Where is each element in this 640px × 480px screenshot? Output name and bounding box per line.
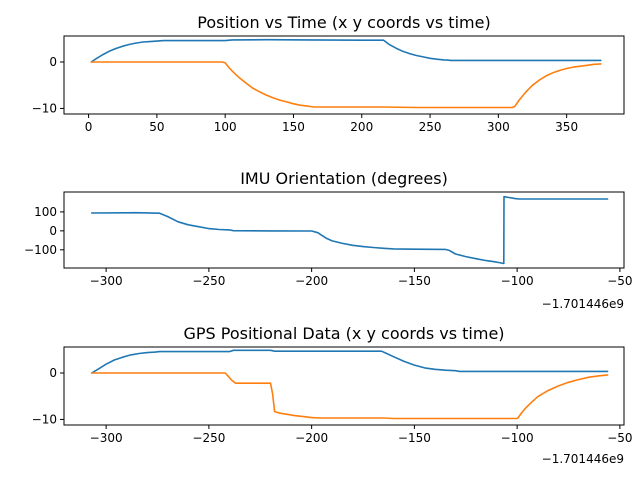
- y-tick-label: −10: [32, 101, 57, 115]
- y-tick-label: 0: [49, 55, 57, 69]
- x-tick-label: −100: [501, 274, 534, 288]
- chart-title: Position vs Time (x y coords vs time): [197, 13, 490, 32]
- x-tick-label: 300: [487, 120, 510, 134]
- chart-title: IMU Orientation (degrees): [240, 169, 448, 188]
- x-tick-label: 150: [282, 120, 305, 134]
- y-tick-label: 100: [34, 205, 57, 219]
- x-tick-label: −150: [398, 274, 431, 288]
- x-tick-label: 0: [85, 120, 93, 134]
- series-0-line: [90, 38, 602, 63]
- x-tick-label: 50: [149, 120, 164, 134]
- x-tick-label: −200: [295, 431, 328, 445]
- x-offset-label: −1.701446e9: [542, 452, 624, 466]
- plot-area-frame: [63, 35, 625, 115]
- gps-positional-data-chart: GPS Positional Data (x y coords vs time)…: [32, 324, 633, 466]
- series-1-line: [90, 61, 602, 109]
- x-offset-label: −1.701446e9: [542, 297, 624, 311]
- x-tick-label: 100: [214, 120, 237, 134]
- plot-area-frame: [63, 191, 625, 269]
- position-vs-time-chart: Position vs Time (x y coords vs time) 0 5…: [32, 13, 625, 134]
- x-tick-label: −100: [501, 431, 534, 445]
- imu-orientation-chart: IMU Orientation (degrees) −1.701446e9 −3…: [24, 169, 633, 311]
- y-tick-label: −100: [24, 243, 57, 257]
- x-tick-label: −200: [295, 274, 328, 288]
- chart-title: GPS Positional Data (x y coords vs time): [183, 324, 504, 343]
- x-tick-label: 350: [555, 120, 578, 134]
- x-tick-label: −250: [192, 431, 225, 445]
- series-0-line: [90, 195, 609, 265]
- x-tick-label: −150: [398, 431, 431, 445]
- x-tick-label: −50: [607, 274, 632, 288]
- y-tick-label: −10: [32, 412, 57, 426]
- x-tick-label: 200: [350, 120, 373, 134]
- y-tick-label: 0: [49, 366, 57, 380]
- x-tick-label: 250: [419, 120, 442, 134]
- x-tick-label: −300: [90, 274, 123, 288]
- series-1-line: [90, 372, 609, 420]
- plot-area-frame: [63, 346, 625, 426]
- x-tick-label: −50: [607, 431, 632, 445]
- y-tick-label: 0: [49, 224, 57, 238]
- x-tick-label: −300: [90, 431, 123, 445]
- x-tick-label: −250: [192, 274, 225, 288]
- series-0-line: [90, 349, 609, 374]
